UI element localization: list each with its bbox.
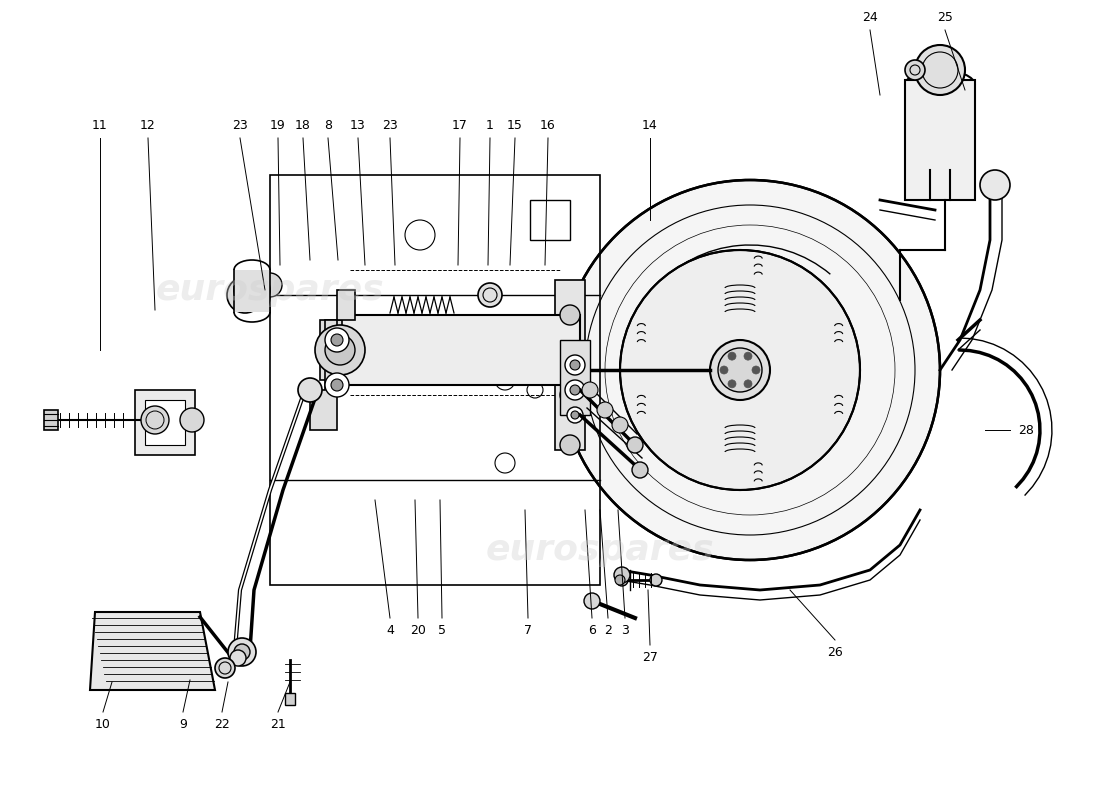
Text: 6: 6	[588, 624, 596, 637]
Circle shape	[728, 352, 736, 360]
Circle shape	[570, 385, 580, 395]
Text: 26: 26	[827, 646, 843, 659]
Polygon shape	[310, 290, 355, 430]
Circle shape	[227, 277, 263, 313]
Text: 15: 15	[507, 119, 522, 132]
Circle shape	[980, 170, 1010, 200]
Circle shape	[744, 380, 752, 388]
Circle shape	[560, 385, 580, 405]
Text: 3: 3	[621, 624, 629, 637]
Circle shape	[597, 402, 613, 418]
Circle shape	[228, 638, 256, 666]
Circle shape	[560, 180, 940, 560]
Polygon shape	[90, 612, 214, 690]
Circle shape	[627, 437, 644, 453]
Circle shape	[331, 334, 343, 346]
Text: 20: 20	[410, 624, 426, 637]
Circle shape	[298, 378, 322, 402]
Text: 27: 27	[642, 651, 658, 664]
Circle shape	[612, 417, 628, 433]
Circle shape	[141, 406, 169, 434]
Text: 4: 4	[386, 624, 394, 637]
Circle shape	[570, 360, 580, 370]
Text: 10: 10	[95, 718, 111, 731]
Circle shape	[565, 355, 585, 375]
Text: 22: 22	[214, 718, 230, 731]
Circle shape	[315, 325, 365, 375]
Text: 13: 13	[350, 119, 366, 132]
Circle shape	[582, 382, 598, 398]
Text: eurospares: eurospares	[486, 533, 714, 567]
Text: 23: 23	[382, 119, 398, 132]
Circle shape	[214, 658, 235, 678]
Circle shape	[560, 435, 580, 455]
Circle shape	[616, 574, 628, 586]
Text: 11: 11	[92, 119, 108, 132]
Text: 7: 7	[524, 624, 532, 637]
Circle shape	[752, 366, 760, 374]
Circle shape	[234, 272, 270, 308]
Circle shape	[180, 408, 204, 432]
Text: 19: 19	[271, 119, 286, 132]
Circle shape	[324, 373, 349, 397]
Bar	[234, 270, 270, 312]
Circle shape	[615, 575, 625, 585]
Circle shape	[718, 348, 762, 392]
Circle shape	[620, 250, 860, 490]
Bar	[270, 175, 600, 585]
Circle shape	[614, 567, 630, 583]
Text: eurospares: eurospares	[156, 273, 384, 307]
Text: 16: 16	[540, 119, 556, 132]
Bar	[905, 80, 975, 200]
Circle shape	[234, 644, 250, 660]
Bar	[44, 410, 58, 430]
Text: 12: 12	[140, 119, 156, 132]
Text: 21: 21	[271, 718, 286, 731]
Text: 8: 8	[324, 119, 332, 132]
Bar	[145, 400, 185, 445]
Circle shape	[331, 379, 343, 391]
Text: 9: 9	[179, 718, 187, 731]
Circle shape	[571, 411, 579, 419]
Text: 17: 17	[452, 119, 468, 132]
Bar	[285, 693, 295, 705]
Circle shape	[324, 335, 355, 365]
Circle shape	[905, 60, 925, 80]
Circle shape	[565, 380, 585, 400]
Text: 18: 18	[295, 119, 311, 132]
Text: 2: 2	[604, 624, 612, 637]
Text: 28: 28	[1018, 423, 1034, 437]
Bar	[135, 390, 195, 455]
Text: 25: 25	[937, 11, 953, 24]
Text: 5: 5	[438, 624, 446, 637]
Circle shape	[720, 366, 728, 374]
Bar	[556, 280, 585, 450]
Text: 1: 1	[486, 119, 494, 132]
Circle shape	[478, 283, 502, 307]
Circle shape	[566, 407, 583, 423]
Circle shape	[915, 45, 965, 95]
Bar	[530, 200, 570, 240]
Circle shape	[324, 328, 349, 352]
Bar	[340, 315, 580, 385]
Circle shape	[728, 380, 736, 388]
Circle shape	[632, 462, 648, 478]
Bar	[320, 320, 342, 380]
Text: 14: 14	[642, 119, 658, 132]
Circle shape	[258, 273, 282, 297]
Polygon shape	[560, 340, 590, 415]
Circle shape	[744, 352, 752, 360]
Circle shape	[584, 593, 600, 609]
Circle shape	[230, 650, 246, 666]
Circle shape	[710, 340, 770, 400]
Text: 24: 24	[862, 11, 878, 24]
Circle shape	[560, 305, 580, 325]
Text: 23: 23	[232, 119, 248, 132]
Circle shape	[650, 574, 662, 586]
